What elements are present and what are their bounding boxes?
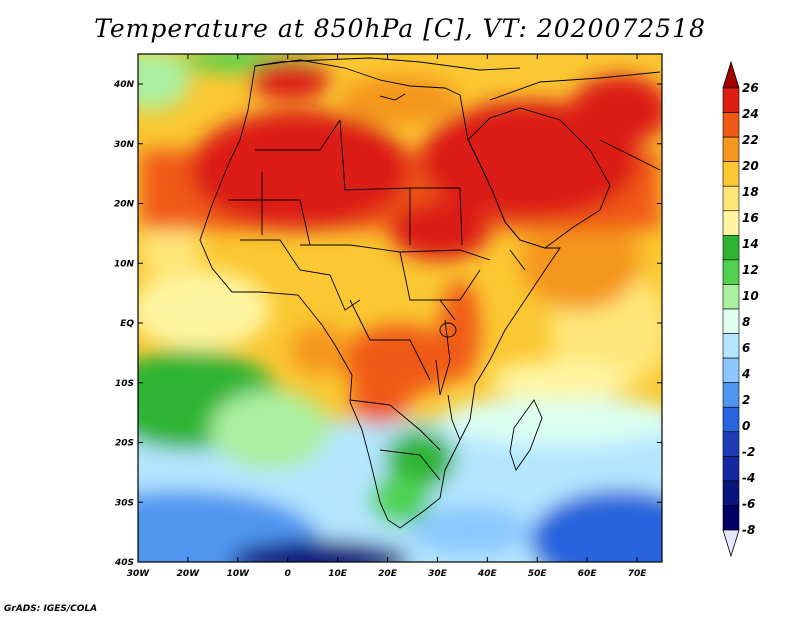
colorbar-label: 26 [742, 81, 759, 95]
lat-tick-label: 10N [114, 259, 135, 269]
lat-tick-label: 20S [115, 439, 134, 449]
colorbar-label: 8 [742, 315, 750, 329]
lon-tick-label: 40E [477, 569, 498, 579]
colorbar-swatch [722, 210, 740, 236]
lon-tick-label: 20W [177, 569, 201, 579]
colorbar-swatch [722, 235, 740, 261]
colorbar-swatch [722, 456, 740, 482]
lat-tick-label: 30S [115, 498, 134, 508]
colorbar-swatch [722, 112, 740, 138]
colorbar-swatch [722, 284, 740, 310]
colorbar-label: -4 [742, 471, 755, 485]
lon-tick-label: 70E [628, 569, 648, 579]
colorbar-label: 16 [742, 211, 759, 225]
colorbar-label: -6 [742, 497, 755, 511]
colorbar-swatch [722, 431, 740, 457]
colorbar-label: 14 [742, 237, 759, 251]
coastlines [199, 57, 661, 529]
colorbar-swatch [722, 505, 740, 531]
colorbar-swatch [722, 185, 740, 212]
lat-tick-label: EQ [120, 319, 134, 329]
lat-tick-label: 30N [114, 140, 135, 150]
colorbar-label: 2 [742, 393, 750, 407]
lon-tick-label: 0 [285, 569, 291, 579]
lat-tick-label: 40S [114, 558, 134, 568]
colorbar-swatch [722, 357, 740, 383]
colorbar-label: -2 [742, 445, 755, 459]
lat-tick-label: 10S [115, 379, 134, 389]
colorbar-label: 18 [742, 185, 759, 199]
colorbar-swatch [722, 161, 740, 187]
grads-credit: GrADS: IGES/COLA [4, 604, 98, 614]
colorbar-top-arrow [722, 60, 740, 89]
colorbar-label: -8 [742, 523, 755, 537]
colorbar-swatch [722, 259, 740, 285]
colorbar-swatch [722, 480, 740, 506]
map-title: Temperature at 850hPa [C], VT: 202007251… [94, 14, 706, 43]
map-frame [137, 53, 663, 563]
colorbar-label: 20 [742, 159, 759, 173]
latitude-ticks: 40N 30N 20N 10N EQ 10S 20S 30S 40S [113, 80, 662, 568]
colorbar-swatch [722, 308, 740, 334]
lon-tick-label: 60E [578, 569, 598, 579]
lon-tick-label: 10E [328, 569, 348, 579]
lat-tick-label: 20N [114, 200, 135, 210]
colorbar-label: 22 [742, 133, 759, 147]
lat-tick-label: 40N [113, 80, 135, 90]
colorbar-bottom-arrow [722, 529, 740, 558]
colorbar-label: 12 [742, 263, 759, 277]
lon-tick-label: 30W [127, 569, 151, 579]
colorbar-swatch [722, 333, 740, 359]
temperature-field [138, 54, 662, 562]
colorbar-label: 4 [741, 367, 750, 381]
colorbar-label: 6 [742, 341, 750, 355]
colorbar-label: 0 [742, 419, 750, 433]
colorbar-swatch [722, 136, 740, 162]
lon-tick-label: 20E [378, 569, 398, 579]
colorbar-swatch [722, 406, 740, 433]
colorbar-swatch [722, 87, 740, 113]
lon-tick-label: 10W [227, 569, 251, 579]
colorbar-label: 24 [742, 107, 759, 121]
lon-tick-label: 50E [528, 569, 548, 579]
colorbar-label: 10 [742, 289, 759, 303]
colorbar-swatch [722, 382, 740, 408]
lon-tick-label: 30E [428, 569, 448, 579]
longitude-ticks: 30W 20W 10W 0 10E 20E 30E 40E 50E 60E 70E [127, 54, 647, 579]
